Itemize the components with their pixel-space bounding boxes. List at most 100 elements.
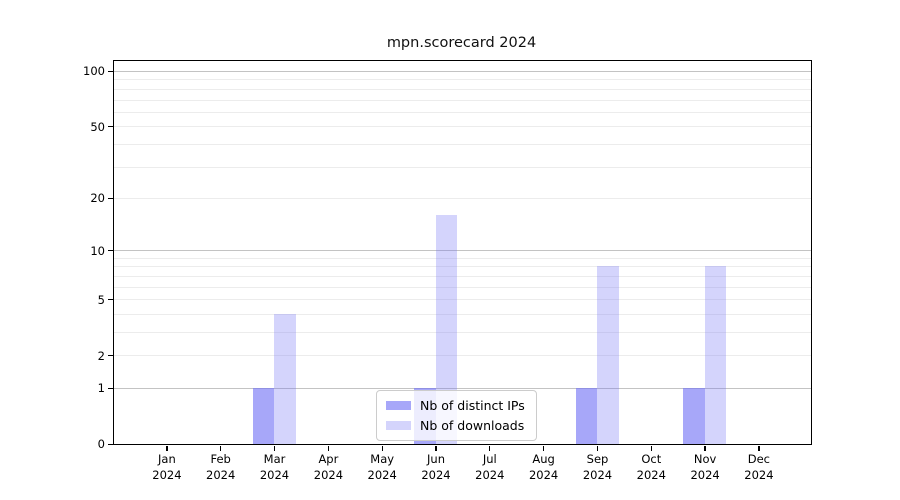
x-tick-month: Jul [482, 452, 497, 466]
minor-gridline [114, 355, 811, 357]
x-tick-year: 2024 [636, 467, 666, 482]
y-axis-tick-label: 50 [90, 119, 105, 134]
x-tick-year: 2024 [475, 467, 505, 482]
x-axis-tick-label: Jul 2024 [462, 452, 518, 483]
x-axis-tick-label: Jun 2024 [408, 452, 464, 483]
x-axis-tick-label: Sep 2024 [570, 452, 626, 483]
legend-label: Nb of downloads [420, 418, 525, 433]
y-axis-tick [108, 70, 113, 73]
minor-gridline [114, 299, 811, 301]
x-tick-month: Jan [158, 452, 176, 466]
y-axis-tick-label: 5 [97, 292, 105, 307]
y-axis-tick [108, 125, 113, 128]
legend-swatch [386, 401, 411, 410]
y-axis-tick [108, 298, 113, 301]
x-tick-year: 2024 [259, 467, 290, 482]
x-tick-month: Sep [586, 452, 609, 466]
x-tick-month: Oct [641, 452, 662, 466]
x-axis-tick-label: Jan 2024 [139, 452, 195, 483]
plot-area: Nb of distinct IPs Nb of downloads [113, 60, 812, 445]
x-tick-year: 2024 [206, 467, 236, 482]
x-axis-tick-label: Aug 2024 [516, 452, 572, 483]
bar-downloads [597, 266, 619, 444]
x-tick-month: May [370, 452, 395, 466]
minor-gridline [114, 126, 811, 128]
minor-gridline [114, 166, 811, 168]
x-axis-tick [273, 445, 276, 451]
y-axis-tick-label: 100 [83, 64, 105, 79]
minor-gridline [114, 143, 811, 145]
y-axis-tick [108, 249, 113, 252]
x-axis-tick-label: Nov 2024 [677, 452, 733, 483]
x-tick-year: 2024 [690, 467, 720, 482]
x-axis-tick-label: Dec 2024 [731, 452, 787, 483]
minor-gridline [114, 88, 811, 90]
x-axis-tick [650, 445, 652, 451]
minor-gridline [114, 332, 811, 333]
y-axis-tick [108, 443, 113, 446]
y-axis-tick-label: 2 [97, 348, 105, 363]
x-axis-tick [704, 445, 706, 451]
x-tick-month: Feb [210, 452, 231, 466]
x-tick-year: 2024 [367, 467, 397, 482]
minor-gridline [114, 99, 811, 101]
x-axis-tick-label: Feb 2024 [193, 452, 249, 483]
x-axis-tick [220, 445, 222, 451]
x-axis-tick-label: Mar 2024 [247, 452, 303, 483]
y-axis-tick-label: 10 [90, 243, 105, 258]
x-axis-tick-label: May 2024 [354, 452, 410, 483]
y-axis-tick [108, 354, 113, 357]
bar-distinct-ips [683, 388, 705, 444]
bar-downloads [704, 266, 727, 444]
x-tick-month: Jun [427, 452, 445, 466]
bar-distinct-ips [575, 388, 598, 444]
major-gridline [114, 250, 811, 252]
x-axis-tick [596, 445, 599, 451]
chart-title: mpn.scorecard 2024 [386, 35, 537, 51]
y-axis-tick [108, 197, 113, 199]
major-gridline [114, 388, 811, 389]
bar-distinct-ips [252, 388, 275, 444]
minor-gridline [114, 266, 811, 268]
y-axis-tick [108, 387, 113, 390]
x-tick-month: Apr [318, 452, 339, 466]
x-tick-year: 2024 [421, 467, 451, 482]
x-axis-tick [327, 445, 330, 451]
y-axis-tick-label: 0 [97, 437, 105, 452]
x-axis-tick [166, 445, 168, 451]
x-axis-tick [435, 445, 437, 451]
bar-downloads [274, 313, 296, 444]
minor-gridline [114, 197, 811, 199]
x-tick-year: 2024 [744, 467, 774, 482]
x-axis-tick-label: Oct 2024 [623, 452, 679, 483]
x-axis-tick [381, 445, 383, 451]
minor-gridline [114, 257, 811, 259]
minor-gridline [114, 79, 811, 81]
x-tick-year: 2024 [582, 467, 613, 482]
x-tick-year: 2024 [528, 467, 559, 482]
bar-downloads [435, 215, 458, 444]
major-gridline [114, 71, 811, 72]
legend-item: Nb of distinct IPs [386, 398, 525, 413]
y-axis-tick-label: 20 [90, 191, 105, 206]
x-axis-tick [489, 445, 491, 451]
y-axis-tick-label: 1 [97, 381, 105, 396]
minor-gridline [114, 313, 811, 315]
x-tick-year: 2024 [152, 467, 182, 482]
x-axis-tick [542, 445, 545, 451]
x-tick-year: 2024 [313, 467, 344, 482]
x-axis-tick [758, 445, 760, 451]
minor-gridline [114, 111, 811, 113]
x-tick-month: Dec [747, 452, 771, 466]
legend-item: Nb of downloads [386, 418, 525, 433]
x-tick-month: Aug [532, 452, 555, 466]
x-axis-tick-label: Apr 2024 [300, 452, 356, 483]
minor-gridline [114, 275, 811, 277]
x-tick-month: Mar [263, 452, 286, 466]
x-tick-month: Nov [693, 452, 717, 466]
minor-gridline [114, 286, 811, 288]
legend-label: Nb of distinct IPs [420, 398, 525, 413]
legend: Nb of distinct IPs Nb of downloads [376, 390, 537, 441]
legend-swatch [386, 421, 411, 430]
